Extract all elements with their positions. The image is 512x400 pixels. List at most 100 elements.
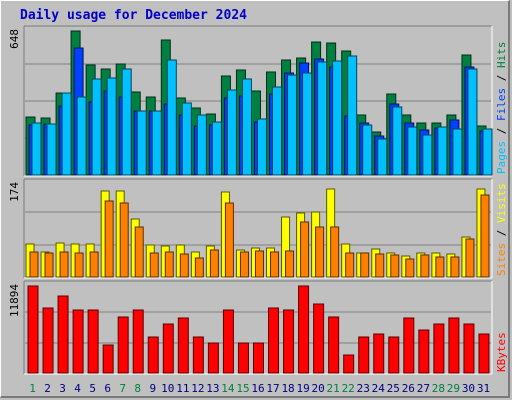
kbytes-bar: [87, 309, 99, 374]
kbytes-bar: [222, 309, 234, 374]
day-label: 1: [29, 382, 36, 395]
kbytes-bar: [117, 316, 129, 374]
max-value-label: 174: [8, 182, 21, 202]
legend-sep: /: [495, 223, 508, 243]
day-label: 14: [221, 382, 235, 395]
pages-bar: [46, 123, 57, 176]
legend-sep1: /: [495, 121, 508, 141]
sites-bar: [390, 254, 400, 278]
kbytes-bar: [132, 309, 144, 374]
day-label: 4: [74, 382, 81, 395]
kbytes-bar: [162, 323, 174, 374]
pages-bar: [61, 92, 72, 176]
pages-bar: [196, 114, 207, 176]
sites-bar: [330, 226, 340, 278]
day-label: 17: [266, 382, 279, 395]
day-label: 12: [191, 382, 204, 395]
sites-bar: [480, 194, 490, 278]
sites-bar: [29, 251, 39, 278]
pages-bar: [332, 60, 343, 176]
day-label: 20: [312, 382, 325, 395]
kbytes-bar: [192, 336, 204, 374]
kbytes-bar: [358, 336, 370, 374]
pages-bar: [377, 138, 388, 176]
legend-sep2: /: [495, 68, 508, 88]
kbytes-bar: [373, 333, 385, 374]
pages-bar: [437, 126, 448, 176]
sites-bar: [315, 226, 325, 278]
day-label: 11: [176, 382, 189, 395]
kbytes-bar: [42, 307, 54, 374]
kbytes-bar: [252, 342, 264, 374]
legend-visits: Visits: [495, 183, 508, 223]
kbytes-bar: [72, 309, 84, 374]
pages-bar: [347, 55, 358, 176]
pages-bar: [241, 78, 252, 176]
kbytes-bar: [463, 323, 475, 374]
day-label: 30: [462, 382, 475, 395]
day-label: 23: [357, 382, 370, 395]
day-label: 15: [236, 382, 249, 395]
pages-bar: [166, 59, 177, 176]
kbytes-bar: [177, 317, 189, 374]
day-label: 18: [281, 382, 294, 395]
sites-bar: [209, 249, 219, 278]
sites-bar: [300, 221, 310, 278]
kbytes-bar: [268, 307, 280, 374]
legend-pages: Pages: [495, 141, 508, 174]
day-label: 29: [447, 382, 460, 395]
pages-bar: [422, 134, 433, 176]
sites-bar: [224, 202, 234, 278]
pages-bar: [256, 118, 267, 176]
sites-bar: [164, 251, 174, 278]
day-label: 31: [477, 382, 490, 395]
kbytes-bar: [313, 303, 325, 374]
pages-bar: [226, 89, 237, 176]
sites-bar: [44, 252, 54, 278]
sites-bar: [179, 253, 189, 278]
day-label: 2: [44, 382, 51, 395]
pages-bar: [362, 124, 373, 176]
day-label: 6: [104, 382, 111, 395]
pages-bar: [136, 110, 147, 176]
pages-bar: [287, 74, 298, 176]
kbytes-bar: [433, 323, 445, 374]
kbytes-bar: [147, 336, 159, 374]
pages-bar: [31, 122, 42, 176]
pages-bar: [91, 78, 102, 176]
day-label: 26: [402, 382, 415, 395]
day-label: 21: [327, 382, 340, 395]
sites-bar: [405, 258, 415, 278]
page-title: Daily usage for December 2024: [20, 8, 247, 23]
pages-bar: [482, 128, 493, 176]
kbytes-bar: [283, 309, 295, 374]
day-label: 27: [417, 382, 430, 395]
sites-bar: [345, 252, 355, 278]
legend-visits-sites: Sites / Visits: [495, 183, 508, 276]
pages-bar: [452, 128, 463, 176]
pages-bar: [106, 77, 117, 176]
day-label: 7: [119, 382, 126, 395]
pages-bar: [211, 121, 222, 176]
sites-bar: [194, 257, 204, 278]
legend-sites: Sites: [495, 243, 508, 276]
sites-bar: [420, 254, 430, 278]
kbytes-bar: [102, 344, 114, 374]
sites-bar: [89, 251, 99, 278]
day-label: 19: [296, 382, 309, 395]
kbytes-bar: [448, 317, 460, 374]
pages-bar: [121, 68, 132, 176]
legend-files: Files: [495, 88, 508, 121]
sites-bar: [285, 250, 295, 278]
day-label: 10: [161, 382, 174, 395]
legend-hits-files-pages: Pages / Files / Hits: [495, 42, 508, 175]
pages-bar: [151, 110, 162, 176]
kbytes-bar: [418, 329, 430, 374]
sites-bar: [59, 251, 69, 278]
kbytes-bar: [57, 295, 69, 374]
sites-bar: [270, 251, 280, 278]
sites-bar: [149, 252, 159, 278]
kbytes-bar: [343, 354, 355, 374]
legend-kbytes: KBytes: [495, 332, 508, 372]
